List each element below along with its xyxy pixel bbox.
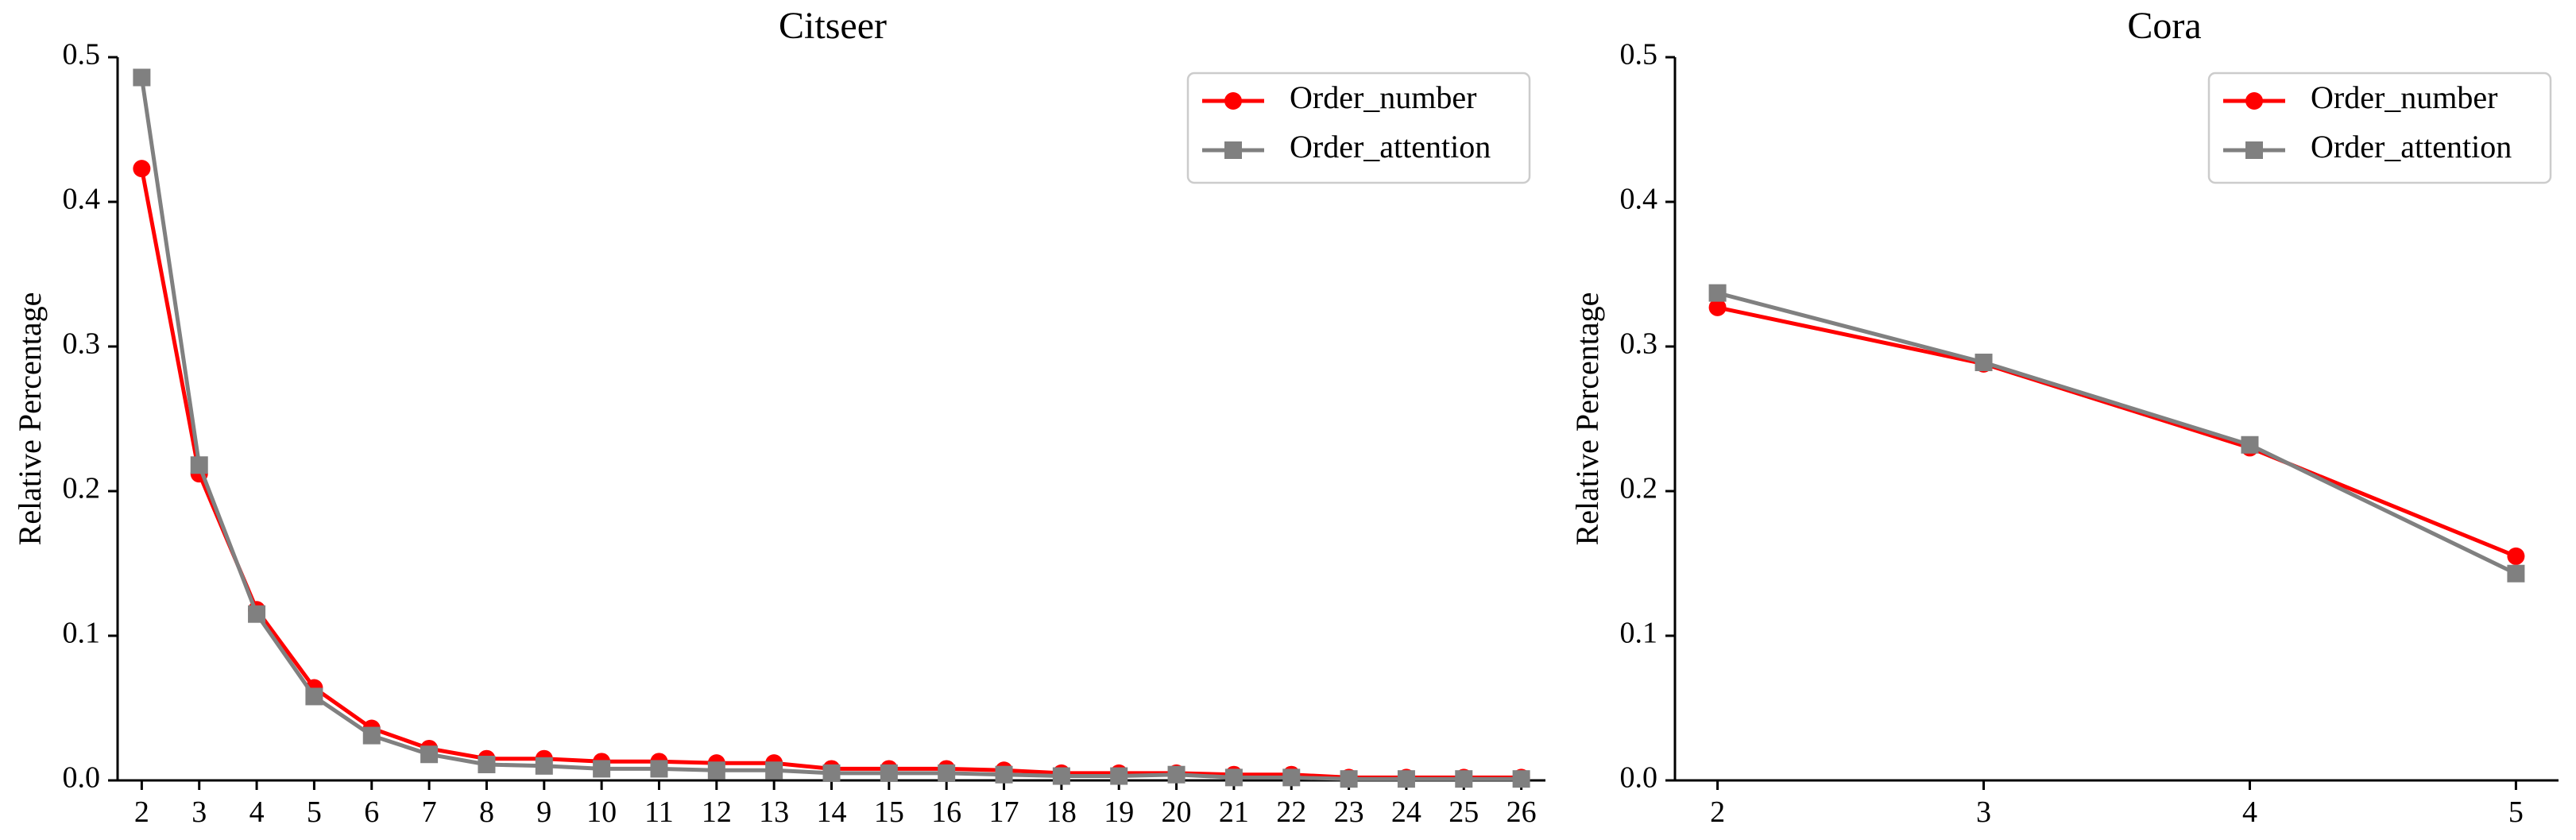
legend-label: Order_number — [2311, 79, 2497, 115]
data-point — [707, 761, 725, 780]
x-tick-label: 25 — [1449, 795, 1479, 829]
x-tick-label: 15 — [874, 795, 904, 829]
y-tick-label: 0.4 — [63, 183, 101, 216]
x-tick-label: 11 — [644, 795, 674, 829]
x-tick-label: 17 — [989, 795, 1019, 829]
y-tick-label: 0.5 — [1620, 38, 1658, 72]
data-point — [1708, 284, 1727, 302]
x-tick-label: 10 — [586, 795, 617, 829]
data-point — [2241, 435, 2259, 454]
data-point — [248, 605, 266, 623]
x-tick-label: 6 — [364, 795, 379, 829]
data-point — [2507, 547, 2525, 565]
data-point — [1167, 765, 1186, 784]
chart-title: Citseer — [779, 5, 887, 47]
x-tick-label: 21 — [1219, 795, 1249, 829]
data-point — [822, 764, 841, 782]
x-tick-label: 5 — [2508, 795, 2524, 829]
series-line-order-attention — [1716, 291, 2517, 575]
data-point — [880, 764, 898, 782]
y-tick-label: 0.3 — [1620, 327, 1658, 361]
legend: Order_number Order_attention — [2207, 72, 2552, 184]
x-tick-label: 13 — [759, 795, 789, 829]
x-tick-label: 3 — [191, 795, 207, 829]
data-point — [1110, 767, 1128, 785]
x-tick-label: 4 — [2242, 795, 2257, 829]
chart-0: Citseer Relative Percentage 0.0 0.1 0.2 0.3 0.… — [12, 5, 1545, 829]
data-point — [1052, 767, 1070, 785]
series-line-order-number — [1717, 305, 2517, 559]
chart-1: Cora Relative Percentage 0.0 0.1 0.2 0.3 0.4 0.… — [1569, 5, 2559, 829]
x-tick-label: 7 — [422, 795, 437, 829]
chart-title: Cora — [2127, 5, 2201, 47]
data-point — [938, 764, 956, 782]
x-tick-label: 18 — [1046, 795, 1077, 829]
x-tick-label: 20 — [1162, 795, 1192, 829]
legend-frame — [1186, 72, 1531, 184]
x-tick-label: 3 — [1976, 795, 1991, 829]
data-point — [362, 726, 381, 745]
x-tick-label: 23 — [1334, 795, 1364, 829]
x-tick-label: 22 — [1276, 795, 1306, 829]
y-tick-label: 0.1 — [63, 617, 101, 650]
legend-marker — [1224, 141, 1242, 159]
x-tick-label: 24 — [1391, 795, 1421, 829]
legend: Order_number Order_attention — [1186, 72, 1531, 184]
data-point — [765, 761, 783, 780]
data-point — [420, 745, 439, 764]
data-point — [305, 687, 323, 706]
legend-frame — [2207, 72, 2552, 184]
data-point — [1397, 770, 1415, 788]
y-tick-label: 0.2 — [63, 472, 101, 505]
legend-marker — [1224, 92, 1242, 110]
y-tick-label: 0.4 — [1620, 183, 1658, 216]
data-point — [1708, 298, 1727, 316]
legend-label: Order_attention — [2311, 129, 2512, 165]
x-tick-label: 12 — [702, 795, 732, 829]
x-tick-label: 5 — [307, 795, 322, 829]
data-point — [478, 755, 496, 773]
legend-label: Order_number — [1290, 79, 1476, 115]
x-tick-label: 14 — [817, 795, 847, 829]
data-point — [1282, 768, 1301, 787]
series-line-order-number — [139, 168, 1522, 780]
y-tick-label: 0.5 — [63, 38, 101, 72]
data-point — [1224, 768, 1243, 787]
y-axis-label: Relative Percentage — [1569, 292, 1605, 546]
y-tick-label: 0.3 — [63, 327, 101, 361]
x-tick-label: 26 — [1507, 795, 1537, 829]
data-point — [1455, 770, 1473, 788]
data-point — [1975, 354, 1993, 372]
x-tick-label: 19 — [1104, 795, 1134, 829]
x-tick-label: 2 — [134, 795, 149, 829]
y-tick-label: 0.2 — [1620, 472, 1658, 505]
legend-label: Order_attention — [1290, 129, 1491, 165]
data-point — [650, 760, 668, 778]
x-tick-label: 8 — [479, 795, 494, 829]
data-point — [133, 160, 151, 178]
x-tick-label: 9 — [536, 795, 551, 829]
data-point — [995, 765, 1013, 784]
legend-marker — [2245, 92, 2263, 110]
data-point — [1340, 770, 1358, 788]
data-point — [1512, 770, 1530, 788]
y-axis-label: Relative Percentage — [12, 292, 48, 546]
data-point — [535, 757, 553, 775]
y-tick-label: 0.1 — [1620, 617, 1658, 650]
data-point — [2507, 564, 2525, 583]
y-tick-label: 0.0 — [1620, 761, 1658, 795]
data-point — [133, 68, 151, 87]
x-tick-label: 4 — [249, 795, 265, 829]
legend-marker — [2245, 141, 2263, 159]
data-point — [593, 760, 611, 778]
x-tick-label: 2 — [1710, 795, 1725, 829]
y-tick-label: 0.0 — [63, 761, 101, 795]
x-tick-label: 16 — [931, 795, 961, 829]
data-point — [190, 456, 208, 474]
